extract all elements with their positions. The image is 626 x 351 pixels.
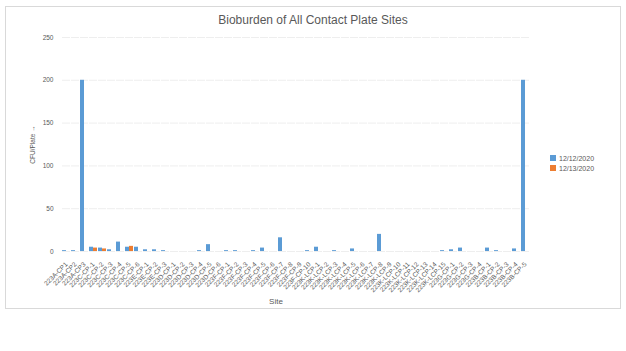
svg-text:223B-CP-3: 223B-CP-3 [482, 260, 510, 289]
svg-text:223C-CP-4: 223C-CP-4 [94, 260, 123, 289]
svg-text:223K-LCP-6: 223K-LCP-6 [335, 260, 366, 291]
svg-text:223K-LCP-9: 223K-LCP-9 [362, 260, 393, 291]
svg-text:223K-LCP-11: 223K-LCP-11 [378, 260, 411, 293]
svg-text:223D-CP-4: 223D-CP-4 [175, 260, 204, 289]
svg-text:223D-CP-3: 223D-CP-3 [166, 260, 195, 289]
svg-text:223B-CP-4: 223B-CP-4 [491, 260, 519, 289]
svg-text:223E-CP-2: 223E-CP-2 [131, 260, 159, 289]
svg-text:223K-LCP-13: 223K-LCP-13 [395, 260, 429, 294]
svg-text:223D-CP-1: 223D-CP-1 [148, 260, 177, 289]
svg-text:223F-CP-1: 223F-CP-1 [203, 260, 231, 288]
svg-text:223F-CP-6: 223F-CP-6 [248, 260, 276, 288]
svg-text:0: 0 [50, 248, 54, 255]
svg-text:223K-LCP-5: 223K-LCP-5 [326, 260, 357, 291]
svg-text:223C-CP-2: 223C-CP-2 [76, 260, 105, 289]
svg-text:223G-CP-3: 223G-CP-3 [445, 260, 474, 289]
svg-text:223K-LCP-14: 223K-LCP-14 [404, 260, 438, 294]
svg-text:223K-LCP-10: 223K-LCP-10 [368, 260, 402, 294]
svg-text:223C-CP-1: 223C-CP-1 [67, 260, 96, 289]
svg-text:223A-CP2: 223A-CP2 [51, 260, 78, 287]
html-text:12/13/2020: 12/13/2020 [559, 164, 594, 172]
svg-text:223F-CP-8: 223F-CP-8 [266, 260, 294, 288]
svg-text:223B-CP-5: 223B-CP-5 [500, 260, 528, 288]
svg-text:200: 200 [43, 76, 54, 83]
svg-text:223K-LCP-3: 223K-LCP-3 [308, 260, 339, 291]
svg-text:223C-CP-5: 223C-CP-5 [103, 260, 132, 289]
svg-text:223F-CP-3: 223F-CP-3 [221, 260, 249, 288]
svg-text:223F-CP-10: 223F-CP-10 [281, 260, 312, 291]
svg-text:100: 100 [43, 162, 54, 169]
svg-text:CFU/Plate →: CFU/Plate → [29, 125, 36, 163]
svg-text:223G-CP-2: 223G-CP-2 [436, 260, 465, 289]
svg-text:250: 250 [43, 34, 54, 41]
svg-text:223F-CP-2: 223F-CP-2 [212, 260, 240, 288]
html-text:Site: Site [269, 297, 283, 306]
svg-text:223A-CP1: 223A-CP1 [42, 260, 69, 287]
svg-text:223F-CP-9: 223F-CP-9 [275, 260, 303, 288]
svg-text:223A-CP3: 223A-CP3 [60, 260, 87, 287]
svg-text:223G-CP-1: 223G-CP-1 [427, 260, 456, 289]
svg-text:223F-CP-4: 223F-CP-4 [230, 260, 258, 288]
svg-text:223K-LCP-8: 223K-LCP-8 [353, 260, 384, 291]
svg-text:223C-CP-6: 223C-CP-6 [112, 260, 141, 289]
html-text:12/12/2020: 12/12/2020 [559, 154, 594, 162]
svg-text:223K-LCP-15: 223K-LCP-15 [413, 260, 447, 294]
svg-text:223F-CP-7: 223F-CP-7 [257, 260, 285, 288]
svg-text:223K-LCP-1: 223K-LCP-1 [290, 260, 321, 291]
svg-text:223E-CP-1: 223E-CP-1 [122, 260, 150, 289]
svg-text:223D-CP-6: 223D-CP-6 [193, 260, 222, 289]
svg-text:50: 50 [46, 205, 54, 212]
svg-text:223K-LCP-12: 223K-LCP-12 [386, 260, 420, 294]
svg-text:223G-CP-4: 223G-CP-4 [454, 260, 483, 289]
svg-text:223K-LCP-2: 223K-LCP-2 [299, 260, 330, 291]
svg-text:223B-CP-1: 223B-CP-1 [464, 260, 492, 289]
svg-text:223D-CP-5: 223D-CP-5 [184, 260, 213, 289]
html-text:Bioburden of All Contact Plate: Bioburden of All Contact Plate Sites [218, 13, 408, 27]
svg-text:223K-LCP-7: 223K-LCP-7 [344, 260, 375, 291]
svg-text:223K-LCP-4: 223K-LCP-4 [317, 260, 348, 291]
svg-text:223C-CP-3: 223C-CP-3 [85, 260, 114, 289]
svg-text:223F-CP-5: 223F-CP-5 [239, 260, 267, 288]
svg-text:223D-CP-2: 223D-CP-2 [157, 260, 186, 289]
svg-text:150: 150 [43, 119, 54, 126]
svg-text:223E-CP-3: 223E-CP-3 [140, 260, 168, 289]
svg-text:223B-CP-2: 223B-CP-2 [473, 260, 501, 289]
